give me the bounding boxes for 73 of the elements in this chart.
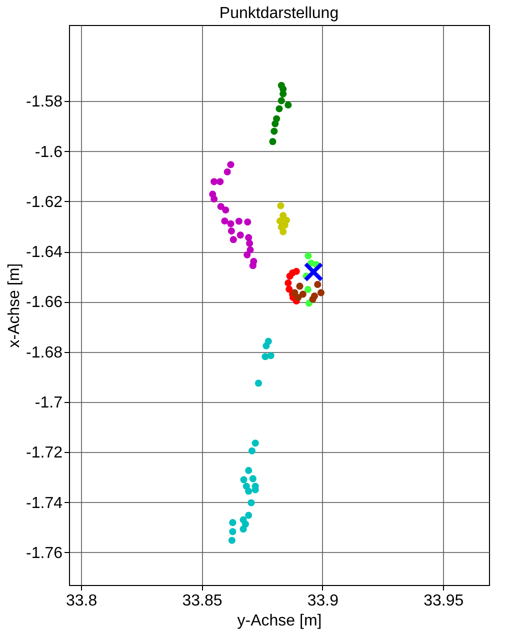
point	[216, 178, 224, 186]
x-tick-label: 33.9	[307, 592, 339, 610]
chart-title: Punktdarstellung	[219, 5, 339, 22]
point	[262, 342, 270, 350]
y-tick-label: -1.64	[26, 244, 63, 262]
point	[284, 101, 292, 108]
point	[286, 286, 293, 293]
point	[309, 296, 316, 303]
x-tick-label: 33.85	[182, 592, 222, 610]
y-tick-label: -1.76	[26, 544, 63, 562]
point	[278, 97, 285, 104]
point	[228, 228, 235, 235]
point	[317, 289, 325, 296]
point	[304, 286, 312, 293]
y-tick-label: -1.68	[26, 344, 63, 362]
point	[252, 440, 259, 447]
point	[240, 476, 248, 484]
point	[270, 128, 278, 135]
point	[245, 466, 252, 474]
point	[228, 536, 236, 544]
point	[221, 217, 228, 225]
point	[244, 218, 252, 226]
y-tick-label: -1.66	[26, 294, 63, 312]
point	[245, 488, 252, 495]
point	[210, 178, 218, 186]
point	[296, 282, 304, 290]
point	[217, 202, 224, 210]
x-tick-label: 33.95	[424, 592, 464, 610]
point	[245, 234, 252, 242]
point	[272, 120, 279, 128]
point	[269, 138, 276, 146]
point	[277, 202, 284, 210]
point	[304, 252, 312, 260]
point	[304, 262, 324, 282]
point	[254, 380, 262, 387]
point	[314, 280, 322, 288]
point	[235, 218, 242, 225]
point	[229, 519, 236, 526]
point	[280, 86, 287, 93]
point	[267, 352, 274, 360]
point	[222, 206, 230, 214]
y-tick-label: -1.74	[26, 494, 63, 512]
point	[276, 217, 284, 225]
point	[246, 246, 254, 254]
point	[284, 279, 292, 286]
point	[244, 251, 251, 258]
y-tick-label: -1.72	[26, 444, 63, 462]
point	[229, 528, 236, 536]
point	[224, 168, 231, 176]
point	[286, 272, 294, 280]
y-tick-label: -1.58	[26, 94, 63, 111]
point	[294, 294, 302, 302]
point	[245, 512, 252, 519]
point	[276, 105, 283, 112]
point	[248, 447, 256, 454]
point	[249, 262, 256, 270]
y-tick-label: -1.62	[26, 194, 63, 211]
point	[230, 236, 237, 244]
x-axis-title: y-Achse [m]	[237, 612, 322, 630]
point	[236, 232, 244, 239]
x-tick-label: 33.8	[66, 592, 98, 610]
point	[210, 195, 218, 202]
y-axis-title: x-Achse [m]	[6, 263, 24, 348]
point	[246, 240, 254, 247]
y-tick-label: -1.6	[34, 144, 63, 161]
point	[227, 161, 234, 168]
point	[240, 526, 247, 533]
y-tick-label: -1.7	[34, 394, 63, 412]
point	[280, 228, 287, 236]
point	[249, 475, 256, 482]
point	[248, 499, 255, 506]
point	[227, 220, 234, 228]
point	[292, 268, 300, 275]
